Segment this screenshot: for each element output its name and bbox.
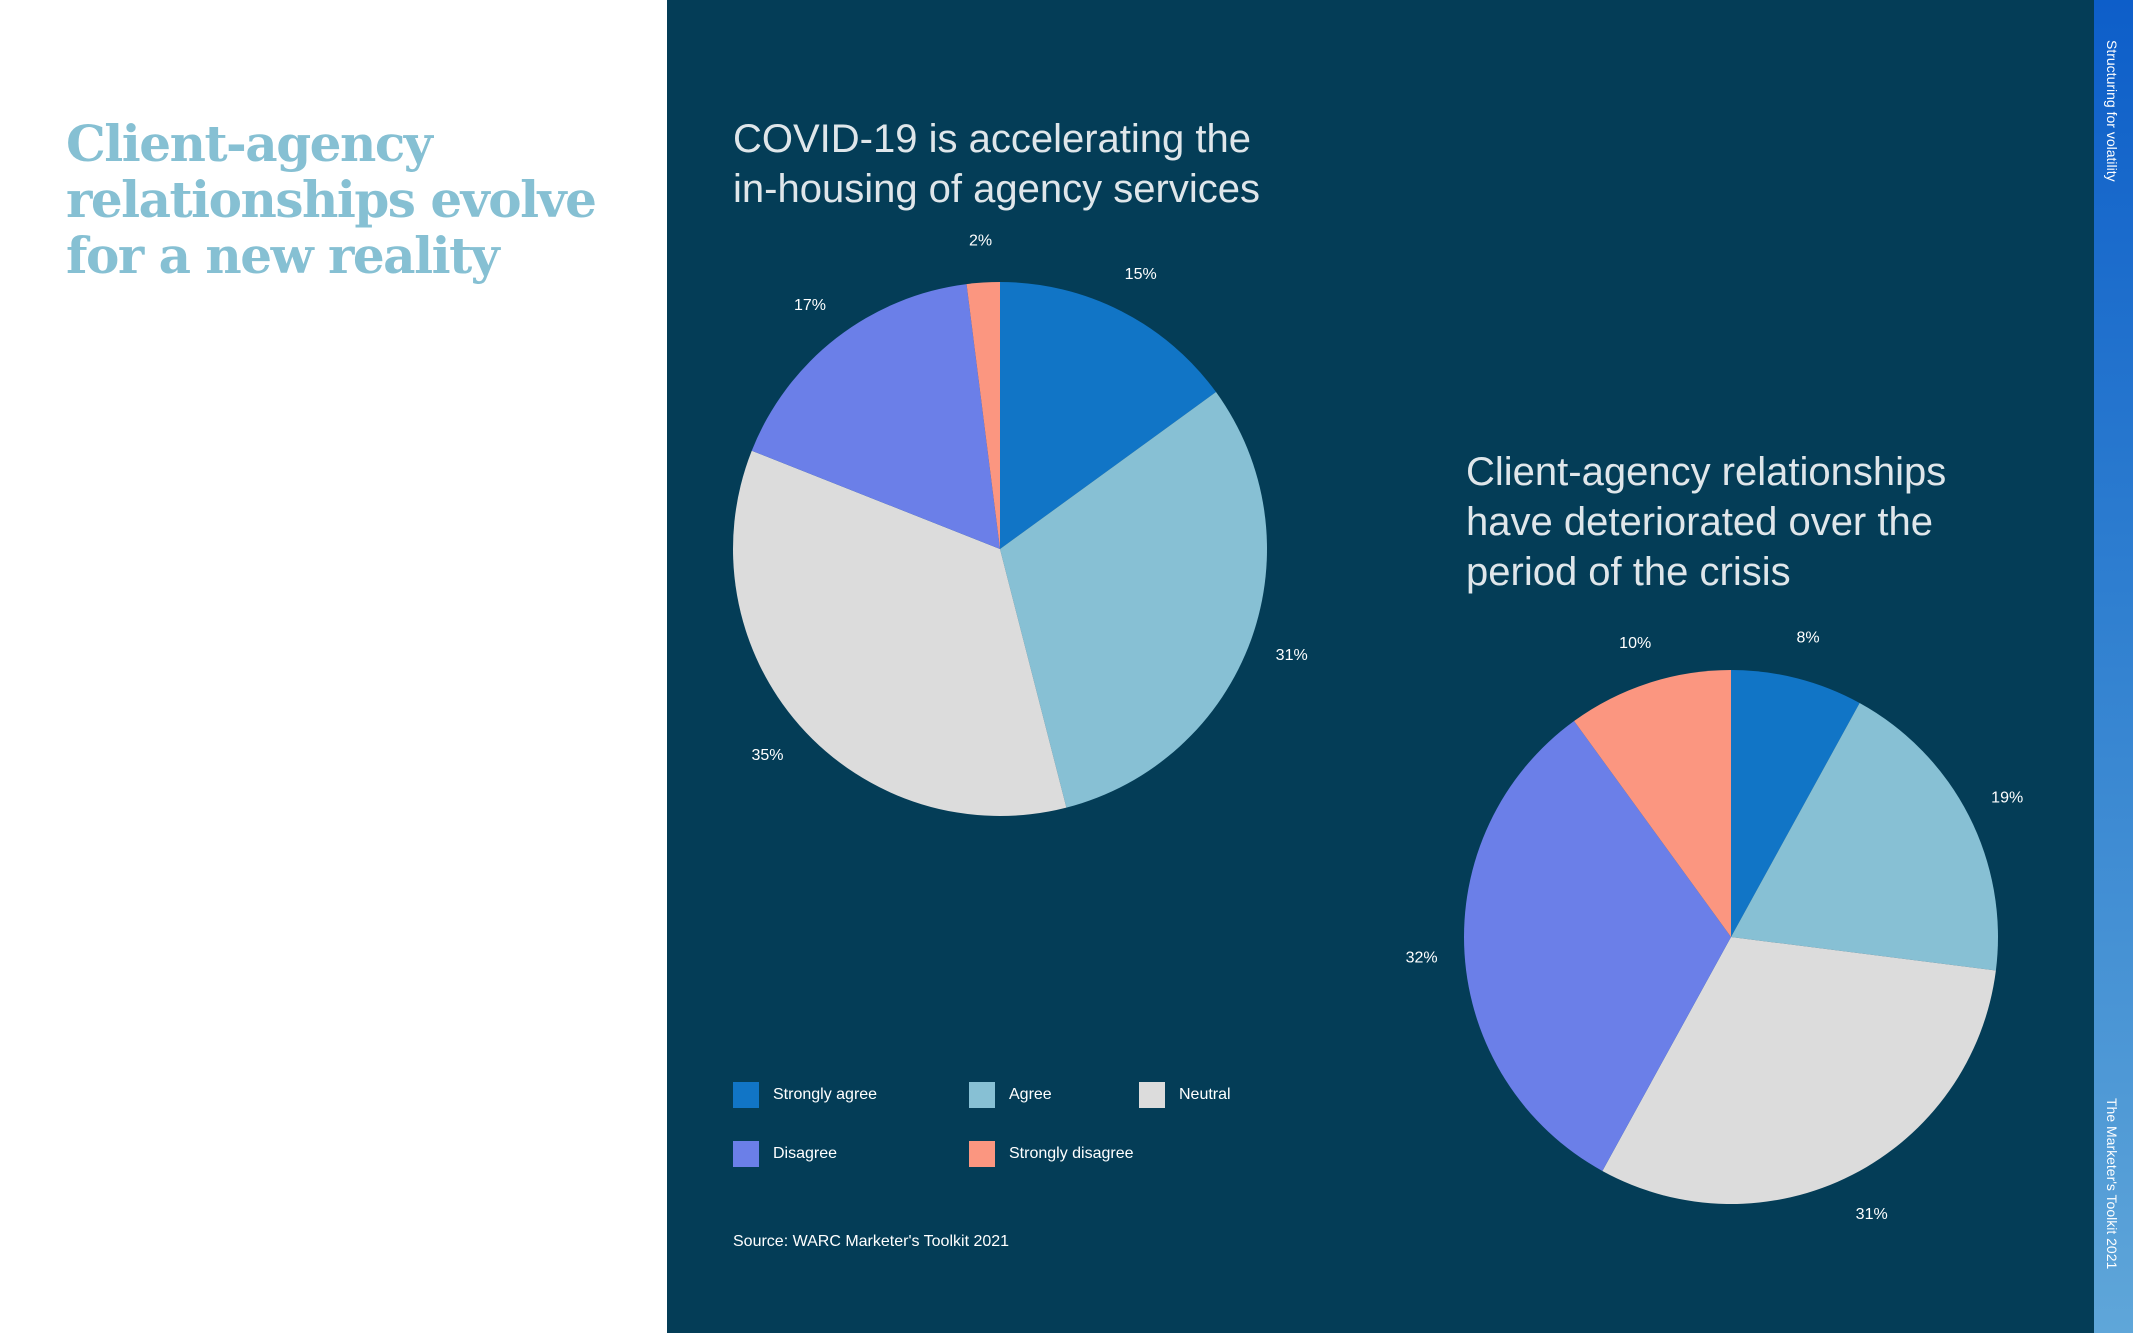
- chart-1-slice-neutral: [733, 450, 1067, 816]
- chart-2-slice-label: 31%: [1856, 1206, 1888, 1223]
- chart-2-title-line: period of the crisis: [1466, 550, 1791, 594]
- side-label-publication: The Marketer's Toolkit 2021: [2104, 1098, 2120, 1270]
- chart-2-title-line: have deteriorated over the: [1466, 500, 1933, 544]
- legend-label: Strongly disagree: [1009, 1145, 1134, 1162]
- chart-2-slice-label: 32%: [1406, 950, 1438, 967]
- chart-2-slice-label: 19%: [1991, 789, 2023, 806]
- legend-item-agree: Agree: [969, 1082, 1052, 1108]
- legend-item-strongly-agree: Strongly agree: [733, 1082, 877, 1108]
- chart-1-title-line: in-housing of agency services: [733, 167, 1260, 211]
- chart-1-slice-agree: [1000, 392, 1268, 808]
- chart-2-slice-disagree: [1463, 720, 1731, 1171]
- chart-2-slice-label: 8%: [1797, 630, 1820, 647]
- legend: Strongly agree Agree Neutral Disagree St…: [733, 1082, 1293, 1192]
- legend-item-strongly-disagree: Strongly disagree: [969, 1141, 1134, 1167]
- chart-1-title-line: COVID-19 is accelerating the: [733, 117, 1252, 161]
- source-note: Source: WARC Marketer's Toolkit 2021: [733, 1233, 1010, 1250]
- legend-swatch: [1139, 1082, 1165, 1108]
- legend-item-neutral: Neutral: [1139, 1082, 1231, 1108]
- legend-label: Disagree: [773, 1145, 838, 1162]
- chart-1-title: COVID-19 is accelerating the in-housing …: [733, 114, 1373, 214]
- chart-2-slice-agree: [1731, 703, 1998, 971]
- side-strip: [2094, 0, 2133, 1333]
- legend-swatch: [969, 1082, 995, 1108]
- chart-2-title: Client-agency relationships have deterio…: [1466, 447, 2026, 597]
- chart-2-slice-strongly-agree: [1731, 670, 1860, 937]
- chart-1-slice-label: 2%: [969, 233, 992, 250]
- legend-swatch: [733, 1141, 759, 1167]
- chart-2-slice-label: 10%: [1619, 635, 1651, 652]
- chart-1-slice-label: 17%: [794, 297, 826, 314]
- chart-1-slice-strongly-disagree: [966, 282, 1000, 549]
- legend-item-disagree: Disagree: [733, 1141, 837, 1167]
- legend-label: Agree: [1009, 1086, 1052, 1103]
- page-headline: Client-agency relationships evolve for a…: [66, 114, 597, 285]
- legend-swatch: [733, 1082, 759, 1108]
- chart-2-slice-strongly-disagree: [1574, 670, 1731, 937]
- chart-1-slice-label: 35%: [751, 747, 783, 764]
- legend-label: Strongly agree: [773, 1086, 878, 1103]
- chart-1-slice-strongly-agree: [1000, 282, 1217, 549]
- chart-1-slice-label: 15%: [1125, 266, 1157, 283]
- chart-2-slice-neutral: [1602, 937, 1996, 1204]
- chart-1-slice-disagree: [751, 284, 1000, 549]
- chart-2-title-line: Client-agency relationships: [1466, 450, 1947, 494]
- legend-swatch: [969, 1141, 995, 1167]
- side-label-section: Structuring for volatility: [2104, 40, 2120, 182]
- chart-1-slice-label: 31%: [1276, 647, 1308, 664]
- left-pane: Client-agency relationships evolve for a…: [0, 0, 667, 1333]
- legend-label: Neutral: [1179, 1086, 1231, 1103]
